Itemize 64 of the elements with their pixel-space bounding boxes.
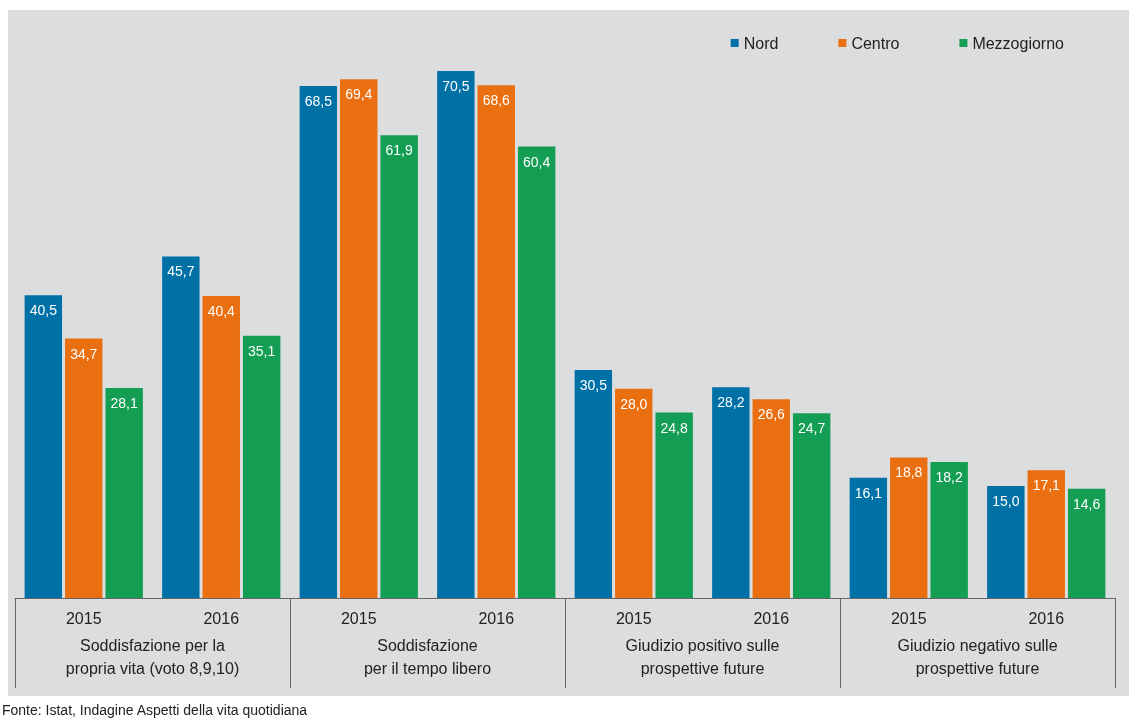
- data-label: 24,8: [660, 419, 688, 436]
- data-label: 18,2: [935, 468, 963, 485]
- data-label: 69,4: [345, 86, 373, 103]
- bar: [162, 256, 200, 598]
- data-label: 16,1: [854, 484, 883, 501]
- text: Soddisfazione per la propria vita (voto 8,9,10): [65, 637, 240, 677]
- data-label: 15,0: [992, 492, 1020, 509]
- bar: [24, 295, 63, 598]
- data-label: 17,1: [1032, 477, 1061, 494]
- data-label: 40,4: [207, 303, 236, 320]
- data-label: 61,9: [385, 142, 413, 159]
- data-label: 24,7: [798, 420, 826, 437]
- bar: [202, 296, 240, 598]
- data-label: 60,4: [523, 153, 551, 170]
- bar: [930, 461, 968, 598]
- data-label: 45,7: [167, 263, 195, 280]
- data-label: 28,0: [620, 395, 648, 412]
- bar: [712, 387, 750, 598]
- legend-label: Centro: [851, 34, 900, 52]
- text: Soddisfazione per il tempo libero: [363, 637, 492, 677]
- bar: [890, 457, 928, 598]
- bar: [65, 338, 103, 598]
- bar: [105, 387, 143, 598]
- bar: [517, 146, 556, 598]
- bar: [242, 335, 281, 598]
- data-label: 68,5: [304, 92, 333, 109]
- bar: [752, 399, 790, 598]
- data-label: 28,2: [717, 394, 745, 411]
- x-tick-label: 2015: [890, 609, 927, 627]
- data-label: 34,7: [70, 345, 98, 362]
- bar: [437, 71, 475, 598]
- bar: [655, 412, 693, 598]
- bar: [574, 370, 613, 598]
- x-tick-label: 2016: [203, 609, 240, 627]
- bar: [987, 485, 1025, 598]
- bar: [340, 79, 378, 598]
- x-tick-label: 2015: [615, 609, 652, 627]
- data-label: 30,5: [579, 377, 608, 394]
- legend-label: Nord: [743, 34, 779, 52]
- bar: [477, 85, 515, 598]
- bar: [615, 388, 653, 598]
- x-tick-label: 2016: [753, 609, 790, 627]
- x-tick-label: 2015: [340, 609, 377, 627]
- source-note: Fonte: Istat, Indagine Aspetti della vita quotidiana: [2, 702, 308, 718]
- data-label: 28,1: [110, 394, 138, 411]
- legend-label: Mezzogiorno: [972, 34, 1065, 52]
- bar: [380, 135, 418, 598]
- data-label: 18,8: [895, 464, 923, 481]
- bar: [792, 413, 831, 598]
- data-label: 68,6: [482, 92, 511, 109]
- text: Giudizio positivo sulle prospettive future: [625, 637, 780, 677]
- text: Giudizio negativo sulle prospettive future: [897, 637, 1058, 677]
- bar: [849, 477, 888, 598]
- data-label: 40,5: [29, 302, 58, 319]
- x-tick-label: 2016: [478, 609, 515, 627]
- data-label: 14,6: [1073, 495, 1101, 512]
- x-tick-label: 2016: [1028, 609, 1065, 627]
- data-label: 26,6: [757, 406, 786, 423]
- x-tick-label: 2015: [65, 609, 102, 627]
- data-label: 70,5: [442, 78, 470, 95]
- bar: [1027, 470, 1065, 598]
- data-label: 35,1: [248, 342, 276, 359]
- bar: [299, 85, 338, 598]
- bar: [1067, 488, 1106, 598]
